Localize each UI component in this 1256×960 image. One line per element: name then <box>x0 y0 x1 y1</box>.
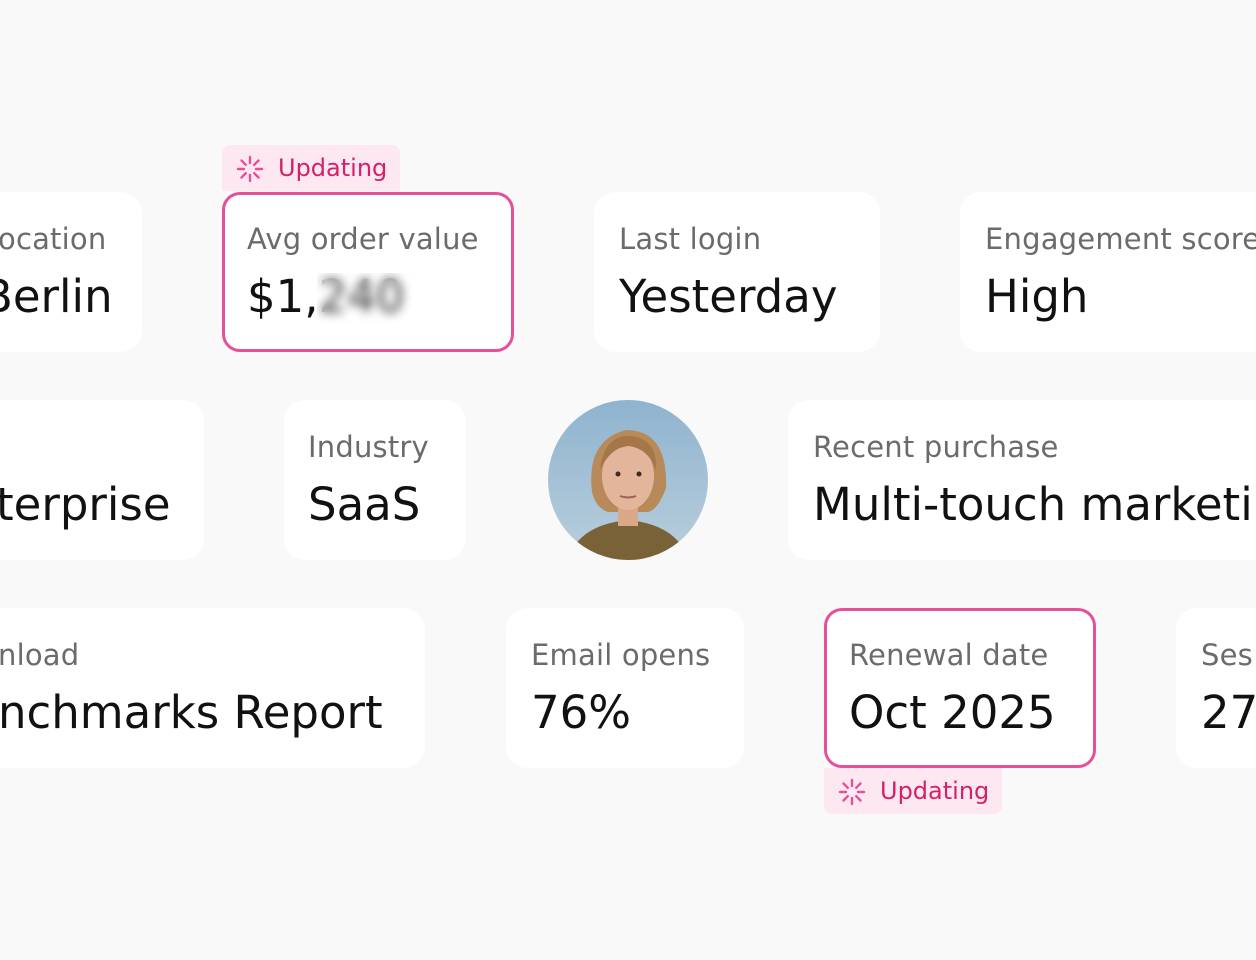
card-label: Renewal date <box>849 638 1049 672</box>
blur-overlay <box>317 273 417 331</box>
card: Email opens 76% <box>506 608 744 768</box>
card-value: 27 <box>1201 686 1256 739</box>
spinner-icon <box>838 778 866 806</box>
card: terprise <box>0 400 204 560</box>
avatar <box>548 400 708 560</box>
card-label: Email opens <box>531 638 711 672</box>
card-label: Recent purchase <box>813 430 1059 464</box>
card-label: Last login <box>619 222 762 256</box>
card-value: nchmarks Report <box>0 686 383 739</box>
card-label: ocation <box>0 222 107 256</box>
updating-badge: Updating <box>824 768 1002 814</box>
card: nload nchmarks Report <box>0 608 425 768</box>
card: Recent purchase Multi-touch marketi <box>788 400 1256 560</box>
card-label: nload <box>0 638 80 672</box>
card: Engagement score High <box>960 192 1256 352</box>
card-label: Avg order value <box>247 222 479 256</box>
card: Renewal date Oct 2025 <box>824 608 1096 768</box>
card: Last login Yesterday <box>594 192 880 352</box>
card: ocation Berlin <box>0 192 142 352</box>
card-value: SaaS <box>308 478 421 531</box>
card: Ses 27 <box>1176 608 1256 768</box>
card-value: terprise <box>0 478 171 531</box>
spinner-icon <box>236 155 264 183</box>
card: Industry SaaS <box>284 400 466 560</box>
card-label: Industry <box>308 430 429 464</box>
card-value: High <box>985 270 1089 323</box>
badge-text: Updating <box>880 777 990 805</box>
card-value: 76% <box>531 686 632 739</box>
card-value: Oct 2025 <box>849 686 1056 739</box>
card-value: Berlin <box>0 270 113 323</box>
badge-text: Updating <box>278 154 388 182</box>
card-label: Ses <box>1201 638 1253 672</box>
card: Avg order value $1,240 <box>222 192 514 352</box>
card-label: Engagement score <box>985 222 1256 256</box>
card-value: Multi-touch marketi <box>813 478 1253 531</box>
card-value: Yesterday <box>619 270 838 323</box>
updating-badge: Updating <box>222 145 400 191</box>
